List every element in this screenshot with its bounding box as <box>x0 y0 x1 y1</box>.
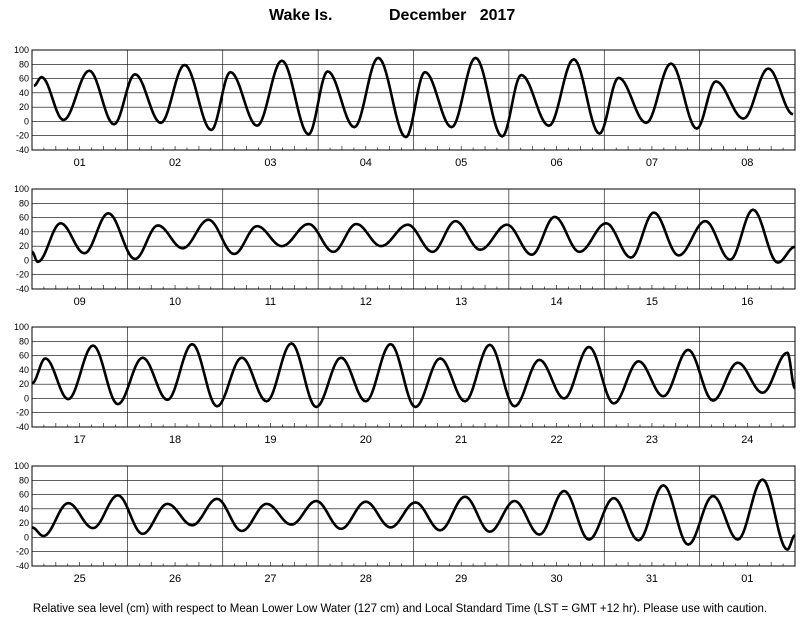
y-tick-label: 100 <box>14 45 29 55</box>
day-label: 29 <box>455 573 467 585</box>
day-label: 07 <box>646 157 658 169</box>
y-tick-label: 80 <box>19 198 29 208</box>
day-label: 17 <box>74 434 86 446</box>
y-tick-label: 60 <box>19 351 29 361</box>
day-label: 12 <box>360 296 372 308</box>
day-label: 27 <box>264 573 276 585</box>
tide-panel-1: -40 -20 0 20 40 60 80 100 01 02 03 04 05 06 07 08 <box>14 45 796 169</box>
day-label: 01 <box>741 573 753 585</box>
y-tick-label: 40 <box>19 504 29 514</box>
y-tick-label: -20 <box>16 131 29 141</box>
day-label: 03 <box>264 157 276 169</box>
y-tick-label: -20 <box>16 270 29 280</box>
day-label: 06 <box>550 157 562 169</box>
tide-curve <box>31 208 796 264</box>
day-label: 20 <box>360 434 372 446</box>
chart-title-location: Wake Is. <box>269 7 332 24</box>
day-label: 08 <box>741 157 753 169</box>
y-tick-label: 60 <box>19 490 29 500</box>
day-label: 14 <box>550 296 562 308</box>
day-label: 09 <box>74 296 86 308</box>
y-tick-label: 0 <box>24 116 29 126</box>
tide-panel-2: -40 -20 0 20 40 60 80 100 09 10 11 12 13 14 15 16 <box>14 184 796 308</box>
y-tick-label: 40 <box>19 227 29 237</box>
y-tick-label: 0 <box>24 532 29 542</box>
y-tick-label: 80 <box>19 475 29 485</box>
y-tick-label: -40 <box>16 284 29 294</box>
y-tick-label: 20 <box>19 241 29 251</box>
y-tick-label: 40 <box>19 365 29 375</box>
chart-title-month-year: December 2017 <box>389 7 515 24</box>
day-label: 18 <box>169 434 181 446</box>
y-tick-label: 60 <box>19 213 29 223</box>
y-tick-label: 80 <box>19 336 29 346</box>
day-label: 21 <box>455 434 467 446</box>
y-tick-label: 100 <box>14 322 29 332</box>
y-tick-label: -40 <box>16 145 29 155</box>
tide-curve <box>31 478 796 551</box>
y-tick-label: 100 <box>14 461 29 471</box>
day-label: 13 <box>455 296 467 308</box>
day-label: 31 <box>646 573 658 585</box>
day-label: 25 <box>74 573 86 585</box>
tide-curve <box>33 56 794 139</box>
y-tick-label: 0 <box>24 393 29 403</box>
day-label: 10 <box>169 296 181 308</box>
day-label: 24 <box>741 434 753 446</box>
day-label: 15 <box>646 296 658 308</box>
day-label: 02 <box>169 157 181 169</box>
y-tick-label: 80 <box>19 59 29 69</box>
y-tick-label: 100 <box>14 184 29 194</box>
y-tick-label: 0 <box>24 255 29 265</box>
day-label: 19 <box>264 434 276 446</box>
day-label: 23 <box>646 434 658 446</box>
y-tick-label: -40 <box>16 422 29 432</box>
day-label: 04 <box>360 157 372 169</box>
day-label: 11 <box>265 296 276 308</box>
y-tick-label: 20 <box>19 379 29 389</box>
day-label: 26 <box>169 573 181 585</box>
tide-panel-4: -40 -20 0 20 40 60 80 100 25 26 27 28 29 30 31 01 <box>14 461 796 585</box>
day-label: 16 <box>741 296 753 308</box>
day-label: 28 <box>360 573 372 585</box>
day-label: 01 <box>74 157 86 169</box>
tide-curve <box>31 342 796 409</box>
y-tick-label: 60 <box>19 74 29 84</box>
day-label: 22 <box>550 434 562 446</box>
tide-panel-3: -40 -20 0 20 40 60 80 100 17 18 19 20 21 22 23 24 <box>14 322 796 446</box>
day-label: 30 <box>550 573 562 585</box>
y-tick-label: -20 <box>16 547 29 557</box>
footnote: Relative sea level (cm) with respect to … <box>33 603 767 615</box>
y-tick-label: 20 <box>19 102 29 112</box>
y-tick-label: -40 <box>16 561 29 571</box>
y-tick-label: 20 <box>19 518 29 528</box>
y-tick-label: -20 <box>16 408 29 418</box>
day-label: 05 <box>455 157 467 169</box>
y-tick-label: 40 <box>19 88 29 98</box>
